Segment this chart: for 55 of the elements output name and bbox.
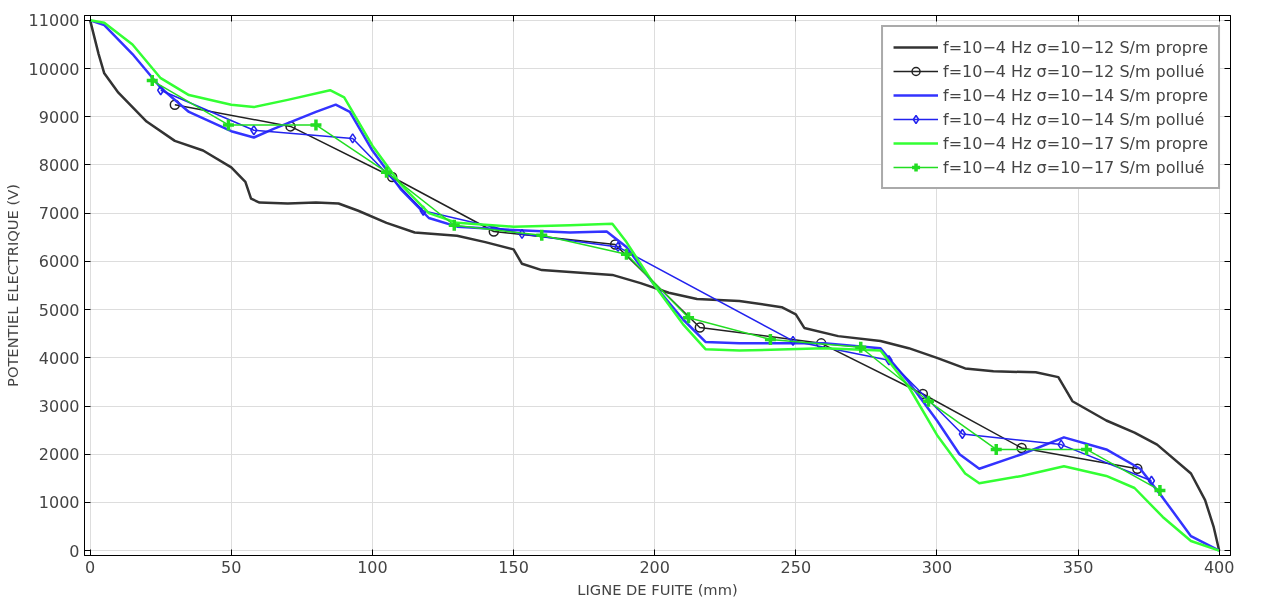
y-tick-label: 9000 — [38, 107, 80, 127]
point — [988, 442, 1004, 457]
y-tick-label: 7000 — [38, 204, 80, 224]
x-tick-label: 100 — [357, 557, 388, 577]
y-tick-label: 10000 — [28, 59, 80, 79]
legend-label: f=10−4 Hz σ=10−14 S/m propre — [943, 85, 1208, 105]
x-tick-label: 250 — [780, 557, 812, 577]
point — [1016, 442, 1027, 454]
y-tick-label: 6000 — [38, 252, 80, 272]
point — [763, 332, 778, 347]
x-tick-label: 400 — [1203, 557, 1235, 577]
point — [609, 239, 621, 250]
y-tick-label: 0 — [69, 541, 80, 561]
point — [619, 246, 634, 262]
point — [853, 339, 868, 355]
point — [1057, 439, 1065, 450]
legend-label: f=10−4 Hz σ=10−17 S/m propre — [943, 133, 1208, 153]
y-tick-label: 8000 — [38, 155, 80, 175]
point — [694, 322, 706, 333]
legend-label: f=10−4 Hz σ=10−12 S/m propre — [943, 37, 1208, 57]
legend-label: f=10−4 Hz σ=10−12 S/m pollué — [943, 61, 1205, 81]
legend-label: f=10−4 Hz σ=10−17 S/m pollué — [943, 157, 1205, 177]
y-tick-label: 5000 — [38, 300, 80, 320]
point — [1132, 463, 1143, 474]
y-tick-label: 2000 — [38, 445, 80, 465]
y-tick-label: 3000 — [38, 397, 80, 417]
y-tick-label: 11000 — [28, 11, 80, 31]
x-tick-label: 0 — [85, 557, 96, 577]
x-tick-label: 50 — [221, 557, 242, 577]
point — [921, 393, 936, 409]
point — [308, 117, 324, 133]
x-tick-label: 350 — [1062, 557, 1094, 577]
point — [1147, 475, 1156, 487]
point — [348, 133, 357, 144]
y-axis-title: POTENTIEL ELECTRIQUE (V) — [3, 184, 21, 387]
point — [379, 164, 394, 180]
point — [221, 117, 236, 133]
line-series — [88, 19, 1221, 552]
x-tick-label: 150 — [498, 557, 529, 577]
point — [681, 310, 696, 326]
y-tick-label: 4000 — [38, 348, 80, 368]
point — [156, 84, 165, 96]
x-tick-label: 300 — [921, 557, 953, 577]
point — [1079, 442, 1094, 457]
point — [250, 125, 258, 136]
point — [144, 73, 160, 88]
x-tick-label: 200 — [639, 557, 670, 577]
point — [447, 217, 462, 233]
x-axis-title: LIGNE DE FUITE (mm) — [577, 580, 738, 598]
point — [169, 99, 181, 110]
y-tick-label: 1000 — [38, 493, 80, 513]
point — [958, 428, 967, 440]
point — [534, 228, 550, 243]
point — [1152, 483, 1168, 498]
legend-label: f=10−4 Hz σ=10−14 S/m pollué — [943, 109, 1205, 129]
